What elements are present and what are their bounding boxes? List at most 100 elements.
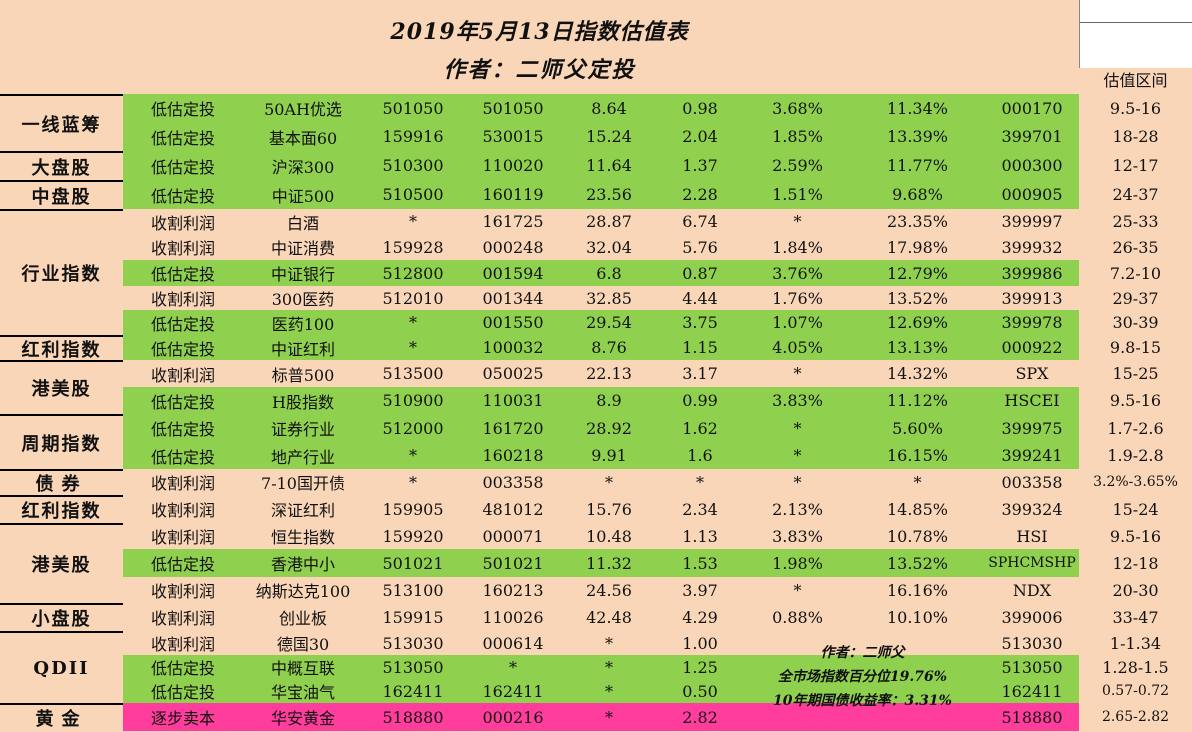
category-label: 中盘股	[0, 180, 123, 209]
index-name-cell: 标普500	[271, 365, 335, 385]
pb-cell: 0.99	[682, 391, 718, 410]
dividend-yield-cell: 3.76%	[772, 263, 823, 283]
pb-cell: 1.13	[682, 526, 718, 546]
table-row: 低估定投 中概互联 513050 * * 1.25 513050 1.28-1.5	[0, 655, 1192, 679]
etf-code-cell: 512000	[382, 418, 444, 438]
fund-code-cell: 001344	[482, 288, 544, 308]
page-title: 2019年5月13日指数估值表	[390, 19, 689, 45]
roe-cell: 23.35%	[886, 212, 948, 231]
dividend-yield-cell: 4.05%	[772, 338, 823, 357]
fund-code-cell: 530015	[482, 127, 544, 146]
pe-cell: 24.56	[586, 580, 632, 600]
pe-cell: *	[605, 707, 613, 727]
pe-cell: 6.8	[596, 263, 622, 283]
valuation-range-cell: 0.57-0.72	[1101, 683, 1170, 699]
roe-cell: 17.98%	[886, 237, 948, 257]
valuation-range-cell: 15-25	[1112, 364, 1159, 383]
valuation-range-cell: 29-37	[1112, 288, 1159, 308]
etf-code-cell: 159915	[382, 607, 444, 627]
index-code-cell: SPX	[1015, 364, 1049, 383]
index-code-cell: 399006	[1001, 607, 1063, 627]
table-row: 收割利润 恒生指数 159920 000071 10.48 1.13 3.83% 10.78%…	[0, 523, 1192, 549]
index-name-cell: 香港中小	[270, 555, 335, 574]
category-label: 黄金	[0, 703, 123, 731]
valuation-range-cell: 12-17	[1112, 156, 1159, 175]
strategy-cell: 低估定投	[150, 339, 215, 359]
etf-code-cell: 513100	[382, 580, 444, 600]
pb-cell: 2.28	[682, 185, 718, 204]
etf-code-cell: 510300	[382, 156, 444, 175]
pb-cell: 2.82	[682, 707, 718, 727]
index-name-cell: 中证500	[271, 186, 335, 206]
etf-code-cell: *	[409, 338, 417, 357]
fund-code-cell: 501050	[482, 98, 544, 118]
index-code-cell: 513030	[1001, 633, 1063, 653]
pb-cell: 1.15	[682, 338, 718, 357]
fund-code-cell: 160213	[482, 580, 544, 600]
valuation-range-cell: 20-30	[1112, 580, 1159, 600]
index-code-cell: 399986	[1001, 263, 1063, 283]
valuation-range-cell: 9.8-15	[1109, 338, 1162, 357]
pb-cell: 0.98	[682, 98, 718, 118]
pe-cell: *	[605, 681, 613, 701]
category-label: 小盘股	[0, 603, 123, 631]
fund-code-cell: 110031	[482, 391, 544, 410]
valuation-range-cell: 1.7-2.6	[1107, 418, 1164, 438]
pe-cell: 29.54	[586, 313, 632, 332]
strategy-cell: 低估定投	[150, 392, 215, 412]
pe-cell: 28.92	[586, 418, 632, 438]
fund-code-cell: 000216	[482, 707, 544, 727]
roe-cell: 10.78%	[886, 526, 948, 546]
pe-cell: 11.64	[586, 156, 632, 175]
valuation-range-cell: 1.9-2.8	[1107, 446, 1164, 465]
etf-code-cell: 512800	[382, 263, 444, 283]
etf-code-cell: *	[409, 313, 417, 332]
table-row: 收割利润 白酒 * 161725 28.87 6.74 * 23.35% 399997 25-33	[0, 209, 1192, 234]
pb-cell: 2.34	[682, 499, 718, 519]
valuation-table: 低估定投 50AH优选 501050 501050 8.64 0.98 3.68% 11.34…	[0, 94, 1192, 732]
strategy-cell: 收割利润	[150, 213, 215, 233]
table-row: 低估定投 香港中小 501021 501021 11.32 1.53 1.98% 13.52%…	[0, 549, 1192, 577]
dividend-yield-cell: 1.76%	[772, 288, 823, 308]
dividend-yield-cell: *	[793, 580, 802, 600]
table-row: 收割利润 德国30 513030 000614 * 1.00 513030 1-1.34	[0, 631, 1192, 655]
dividend-yield-cell: 1.84%	[772, 237, 823, 257]
pb-cell: 5.76	[682, 237, 718, 257]
blank-header-cells	[1079, 0, 1192, 69]
valuation-range-cell: 12-18	[1112, 553, 1159, 573]
strategy-cell: 收割利润	[150, 501, 215, 520]
strategy-cell: 收割利润	[150, 528, 215, 547]
pe-cell: 11.32	[586, 553, 632, 573]
roe-cell: 13.39%	[886, 127, 948, 146]
table-row: 低估定投 证券行业 512000 161720 28.92 1.62 * 5.60% 39997…	[0, 414, 1192, 442]
strategy-cell: 低估定投	[150, 100, 215, 119]
pe-cell: 15.24	[586, 127, 632, 146]
index-code-cell: 399932	[1001, 237, 1063, 257]
category-label: 红利指数	[0, 495, 123, 523]
index-name-cell: 中证银行	[270, 265, 335, 284]
table-row: 低估定投 基本面60 159916 530015 15.24 2.04 1.85% 13.39…	[0, 122, 1192, 151]
roe-cell: 13.13%	[886, 338, 948, 357]
index-code-cell: 000922	[1001, 338, 1063, 357]
table-row: 低估定投 中证红利 * 100032 8.76 1.15 4.05% 13.13% 000922…	[0, 335, 1192, 360]
valuation-range-cell: 1-1.34	[1109, 633, 1162, 653]
table-row: 收割利润 创业板 159915 110026 42.48 4.29 0.88% 10.10% 3…	[0, 603, 1192, 631]
pe-cell: 28.87	[586, 212, 632, 231]
strategy-cell: 收割利润	[150, 365, 215, 385]
fund-code-cell: 000248	[482, 237, 544, 257]
etf-code-cell: 513030	[382, 633, 444, 653]
pb-cell: 1.25	[682, 657, 718, 677]
strategy-cell: 低估定投	[150, 447, 215, 467]
strategy-cell: 低估定投	[150, 659, 215, 678]
dividend-yield-cell: *	[793, 472, 802, 492]
fund-code-cell: 050025	[482, 364, 544, 383]
index-name-cell: 7-10国开债	[261, 474, 345, 493]
roe-cell: 12.79%	[886, 263, 948, 283]
index-name-cell: H股指数	[272, 392, 334, 412]
table-row: 低估定投 沪深300 510300 110020 11.64 1.37 2.59% 11.77…	[0, 151, 1192, 180]
index-code-cell: 000170	[1001, 98, 1063, 118]
etf-code-cell: *	[409, 446, 417, 465]
roe-cell: 14.32%	[886, 364, 948, 383]
row-highlight	[123, 310, 1079, 335]
index-name-cell: 德国30	[276, 635, 330, 654]
